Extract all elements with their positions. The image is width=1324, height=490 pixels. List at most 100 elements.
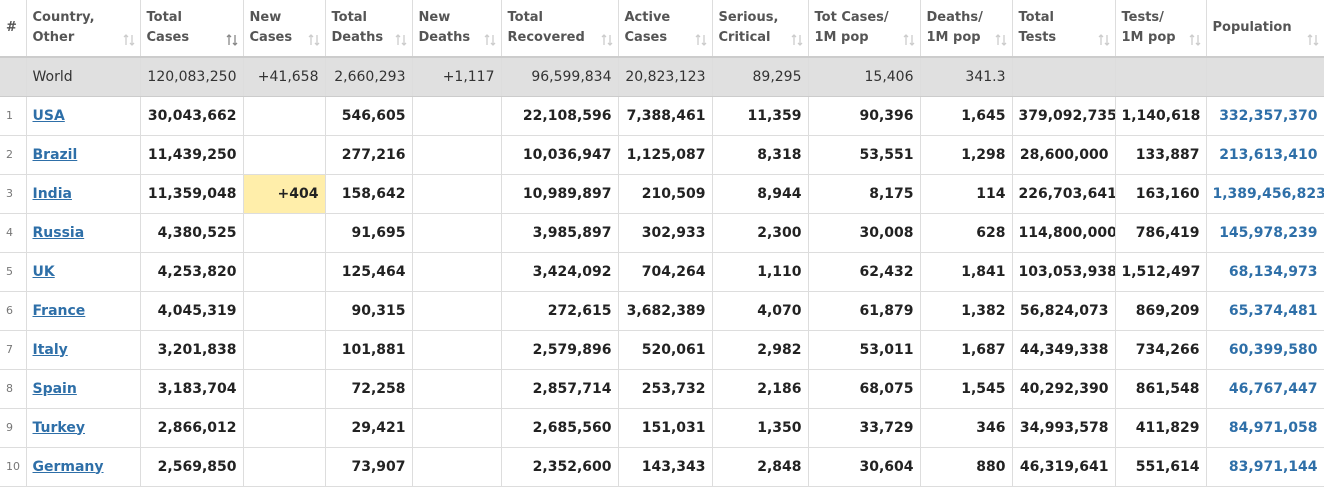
sort-icon[interactable] xyxy=(903,34,915,46)
value-cell: 62,432 xyxy=(808,252,921,292)
header-text: Total xyxy=(331,10,368,25)
value-cell: 2,186 xyxy=(712,369,809,409)
header-text: Serious, xyxy=(718,10,779,25)
country-cell: Brazil xyxy=(26,135,141,175)
column-header[interactable]: Total Deaths xyxy=(325,0,413,58)
column-header[interactable]: Active Cases xyxy=(618,0,713,58)
rank-cell xyxy=(0,57,27,97)
country-link[interactable]: USA xyxy=(32,107,65,124)
value-cell: 8,944 xyxy=(712,174,809,214)
value-cell: 332,357,370 xyxy=(1206,96,1324,136)
value-cell: 11,359 xyxy=(712,96,809,136)
value-cell: 2,866,012 xyxy=(140,408,244,448)
column-header: # xyxy=(0,0,27,58)
value-cell xyxy=(412,96,502,136)
column-header[interactable]: Total Recovered xyxy=(501,0,619,58)
value-cell: 2,685,560 xyxy=(501,408,619,448)
value-cell xyxy=(1115,57,1207,97)
column-header[interactable]: Population xyxy=(1206,0,1324,58)
value-cell: 1,298 xyxy=(920,135,1013,175)
country-link[interactable]: Turkey xyxy=(32,419,85,436)
value-cell xyxy=(243,291,326,331)
value-cell: 114,800,000 xyxy=(1012,213,1116,253)
value-cell: 1,841 xyxy=(920,252,1013,292)
column-header[interactable]: New Deaths xyxy=(412,0,502,58)
country-link[interactable]: Germany xyxy=(32,458,104,475)
header-text: Critical xyxy=(718,30,771,45)
value-cell: 53,551 xyxy=(808,135,921,175)
column-header[interactable]: Country, Other xyxy=(26,0,141,58)
country-link[interactable]: Italy xyxy=(32,341,68,358)
header-text: Other xyxy=(32,30,75,45)
value-cell: 3,201,838 xyxy=(140,330,244,370)
sort-icon[interactable] xyxy=(308,34,320,46)
value-cell: 1,140,618 xyxy=(1115,96,1207,136)
country-link[interactable]: Brazil xyxy=(32,146,78,163)
country-cell: France xyxy=(26,291,141,331)
column-header[interactable]: Deaths/1M pop xyxy=(920,0,1013,58)
column-header[interactable]: Tot Cases/1M pop xyxy=(808,0,921,58)
sort-icon[interactable] xyxy=(1307,34,1319,46)
country-link[interactable]: Spain xyxy=(32,380,77,397)
country-link[interactable]: India xyxy=(32,185,72,202)
value-cell xyxy=(243,213,326,253)
value-cell: 7,388,461 xyxy=(618,96,713,136)
country-link[interactable]: UK xyxy=(32,263,55,280)
value-cell: 704,264 xyxy=(618,252,713,292)
header-text: Deaths xyxy=(418,30,471,45)
value-cell: 30,008 xyxy=(808,213,921,253)
column-header[interactable]: Serious, Critical xyxy=(712,0,809,58)
column-header[interactable]: Total Tests xyxy=(1012,0,1116,58)
value-cell: 151,031 xyxy=(618,408,713,448)
country-cell: Spain xyxy=(26,369,141,409)
value-cell: 84,971,058 xyxy=(1206,408,1324,448)
header-text: Cases xyxy=(624,30,668,45)
value-cell xyxy=(412,408,502,448)
sort-icon[interactable] xyxy=(1098,34,1110,46)
value-cell: 89,295 xyxy=(712,57,809,97)
value-cell: 120,083,250 xyxy=(140,57,244,97)
value-cell: 3,183,704 xyxy=(140,369,244,409)
value-cell: 379,092,735 xyxy=(1012,96,1116,136)
sort-icon[interactable] xyxy=(695,34,707,46)
value-cell: 125,464 xyxy=(325,252,413,292)
value-cell: 786,419 xyxy=(1115,213,1207,253)
country-row: 3 India 11,359,048 +404 158,642 10,989,897 210… xyxy=(0,174,1324,214)
header-text: Active xyxy=(624,10,671,25)
value-cell: 15,406 xyxy=(808,57,921,97)
header-text: Country, xyxy=(32,10,95,25)
value-cell: 1,687 xyxy=(920,330,1013,370)
sort-icon[interactable] xyxy=(601,34,613,46)
header-row: # Country, Other Total Cases New Cases Total Dea… xyxy=(0,0,1324,58)
value-cell: 520,061 xyxy=(618,330,713,370)
country-link[interactable]: France xyxy=(32,302,86,319)
rank-cell: 9 xyxy=(0,408,27,448)
sort-icon[interactable] xyxy=(995,34,1007,46)
header-text: Recovered xyxy=(507,30,585,45)
sort-icon[interactable] xyxy=(1189,34,1201,46)
value-cell: 8,318 xyxy=(712,135,809,175)
column-header[interactable]: Tests/1M pop xyxy=(1115,0,1207,58)
value-cell: 20,823,123 xyxy=(618,57,713,97)
value-cell: 253,732 xyxy=(618,369,713,409)
country-cell: Turkey xyxy=(26,408,141,448)
country-cell: Russia xyxy=(26,213,141,253)
sort-icon[interactable] xyxy=(395,34,407,46)
sort-icon[interactable] xyxy=(226,34,238,46)
value-cell: 4,380,525 xyxy=(140,213,244,253)
country-link[interactable]: Russia xyxy=(32,224,85,241)
header-text: 1M pop xyxy=(1121,30,1176,45)
value-cell: 46,767,447 xyxy=(1206,369,1324,409)
sort-icon[interactable] xyxy=(484,34,496,46)
rank-cell: 5 xyxy=(0,252,27,292)
header-text: Cases xyxy=(146,30,190,45)
column-header[interactable]: New Cases xyxy=(243,0,326,58)
value-cell: 869,209 xyxy=(1115,291,1207,331)
sort-icon[interactable] xyxy=(791,34,803,46)
sort-icon[interactable] xyxy=(123,34,135,46)
value-cell: 277,216 xyxy=(325,135,413,175)
value-cell: 4,070 xyxy=(712,291,809,331)
value-cell: 83,971,144 xyxy=(1206,447,1324,487)
column-header[interactable]: Total Cases xyxy=(140,0,244,58)
value-cell: 213,613,410 xyxy=(1206,135,1324,175)
